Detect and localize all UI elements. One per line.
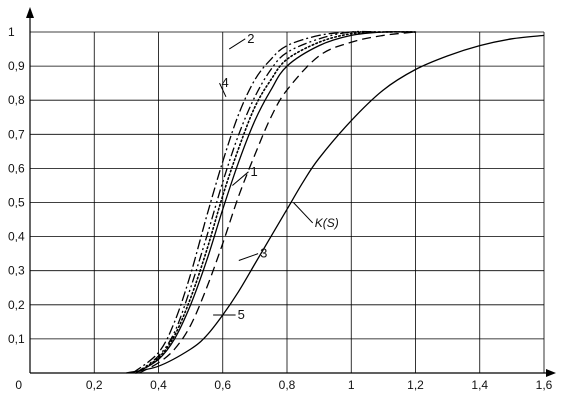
- label-leader-line: [228, 38, 246, 50]
- label-leader-line: [293, 202, 314, 224]
- series-lines: [126, 30, 545, 374]
- x-tick-label: 0,4: [150, 378, 167, 392]
- curve-label-4: 4: [222, 75, 229, 90]
- y-tick-label: 0,3: [8, 264, 25, 278]
- x-tick-label: 1,6: [536, 378, 553, 392]
- x-tick-label: 1: [348, 378, 355, 392]
- curve-label-5: 5: [238, 307, 245, 322]
- y-tick-label: 0,2: [8, 298, 25, 312]
- x-tick-label: 0: [15, 378, 22, 392]
- x-tick-label: 1,4: [471, 378, 488, 392]
- curve-label-1: 1: [250, 164, 257, 179]
- tick-labels: 0 0,2 0,4 0,6 0,8 1 1,2 1,4 1,6 0,1 0,2 0,3 0,4 0,5 0,…: [8, 25, 553, 392]
- axes: [26, 7, 556, 377]
- label-leader-line: [238, 253, 259, 261]
- curve-labels: 2 4 1 K(S) 3 5: [213, 31, 339, 322]
- y-tick-label: 0,5: [8, 196, 25, 210]
- y-tick-label: 0,6: [8, 161, 25, 175]
- x-tick-label: 1,2: [407, 378, 424, 392]
- y-tick-label: 0,1: [8, 332, 25, 346]
- y-tick-label: 0,9: [8, 59, 25, 73]
- series-line-3: [138, 31, 416, 374]
- series-line-k-s: [126, 34, 545, 374]
- series-line-1: [135, 31, 416, 374]
- x-tick-label: 0,8: [279, 378, 296, 392]
- y-tick-label: 0,7: [8, 127, 25, 141]
- series-line-5: [135, 31, 417, 374]
- curve-label-2: 2: [247, 31, 254, 46]
- label-leader-line: [219, 82, 227, 98]
- x-tick-label: 0,6: [214, 378, 231, 392]
- y-tick-label: 0,4: [8, 230, 25, 244]
- label-leader-line: [232, 171, 249, 186]
- y-axis-arrow: [26, 7, 34, 18]
- x-axis-arrow: [546, 369, 556, 377]
- grid: [30, 31, 545, 373]
- y-tick-label: 0,8: [8, 93, 25, 107]
- series-line-4: [135, 30, 416, 374]
- curve-label-3: 3: [260, 246, 267, 261]
- curve-label-k-s: K(S): [315, 216, 339, 230]
- x-tick-label: 0,2: [86, 378, 103, 392]
- y-tick-label: 1: [8, 25, 15, 39]
